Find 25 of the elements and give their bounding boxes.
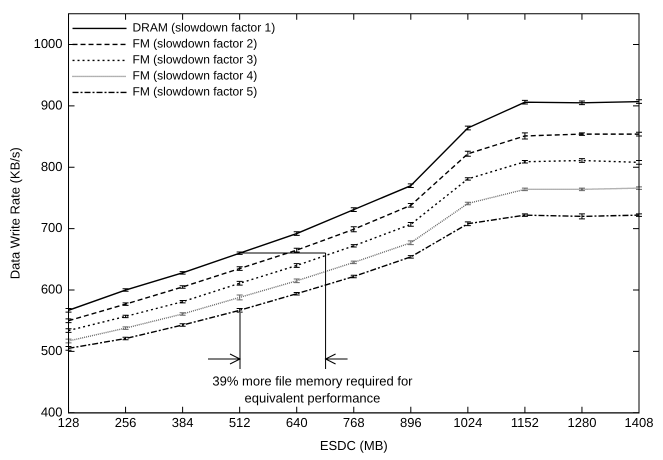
legend-label: FM (slowdown factor 3) [132,52,258,67]
x-tick-label: 1280 [567,415,596,430]
annotation: 39% more file memory required for equivalent performance [212,373,414,406]
legend-label: FM (slowdown factor 4) [132,68,258,83]
x-tick-label: 1152 [510,415,539,430]
y-tick-label: 600 [40,282,63,297]
y-tick-label: 700 [40,220,63,236]
x-tick-label: 1408 [624,415,654,430]
legend-label: FM (slowdown factor 5) [132,84,258,99]
y-tick-label: 400 [40,404,63,420]
x-tick-label: 896 [400,415,422,430]
y-axis-title: Data Write Rate (KB/s) [7,147,22,280]
x-tick-label: 1024 [453,415,482,430]
y-tick-label: 1000 [34,36,63,52]
y-tick-label: 500 [40,342,63,358]
y-tick-label: 800 [40,158,63,174]
x-tick-label: 512 [228,415,251,430]
x-tick-label: 640 [286,415,308,430]
x-tick-label: 768 [342,415,365,430]
x-tick-label: 256 [114,415,136,430]
x-axis-title: ESDC (MB) [320,438,388,453]
legend-label: DRAM (slowdown factor 1) [132,20,276,35]
legend-label: FM (slowdown factor 2) [132,36,258,51]
x-tick-label: 384 [172,415,194,430]
y-tick-label: 900 [40,97,63,112]
